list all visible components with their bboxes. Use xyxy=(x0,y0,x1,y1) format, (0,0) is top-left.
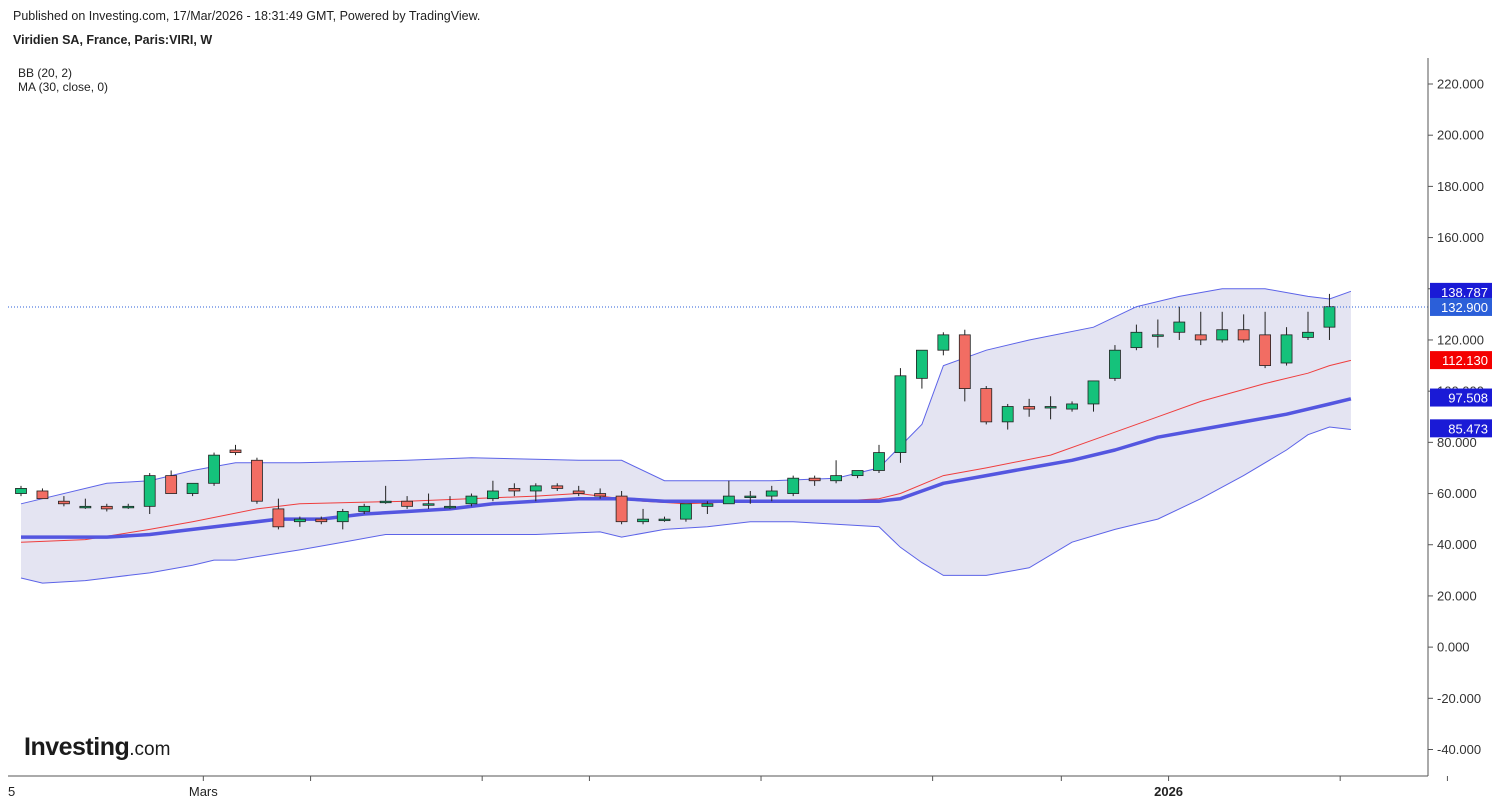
candle-body xyxy=(873,452,885,471)
logo-suffix: .com xyxy=(129,739,171,760)
candle-body xyxy=(1001,406,1014,423)
published-note: Published on Investing.com, 17/Mar/2026 … xyxy=(13,9,481,23)
candle-body xyxy=(508,488,521,492)
logo-main: Investing xyxy=(24,733,130,761)
candle-body xyxy=(680,503,692,520)
y-tick-label: -40.000 xyxy=(1437,742,1481,757)
candle-body xyxy=(143,475,156,507)
candle-body xyxy=(851,470,864,477)
candle-body xyxy=(701,503,714,507)
candle-body xyxy=(1216,329,1229,341)
price-label-box xyxy=(1430,297,1492,316)
indicator-ma-label: MA (30, close, 0) xyxy=(18,80,109,94)
price-label-text: 112.130 xyxy=(1442,353,1488,368)
candle-body xyxy=(1302,331,1314,338)
candle-body xyxy=(529,485,542,492)
candle-body xyxy=(165,475,178,494)
candle-body xyxy=(1237,329,1250,341)
y-tick-label: -20.000 xyxy=(1437,691,1481,706)
candle-body xyxy=(1087,380,1100,405)
y-tick-label: 220.000 xyxy=(1437,77,1484,92)
candle-body xyxy=(251,459,263,502)
candle-body xyxy=(379,500,392,504)
y-tick-label: 0.000 xyxy=(1437,640,1470,655)
y-tick-label: 200.000 xyxy=(1437,128,1484,143)
investing-logo: Investing.com xyxy=(24,733,170,762)
y-tick-label: 60.000 xyxy=(1437,486,1477,501)
candle-body xyxy=(336,511,349,523)
candle-body xyxy=(1066,403,1078,410)
price-label-box xyxy=(1430,419,1492,438)
price-label-text: 138.787 xyxy=(1441,285,1488,300)
candle-body xyxy=(293,518,306,523)
candle-body xyxy=(572,490,585,494)
y-tick-label: 160.000 xyxy=(1437,230,1484,245)
y-tick-label: 40.000 xyxy=(1437,537,1477,552)
candle-body xyxy=(916,349,928,379)
candle-body xyxy=(594,493,607,497)
candle-body xyxy=(787,477,800,494)
bb-band-fill xyxy=(21,288,1351,584)
candle-body xyxy=(1259,334,1271,366)
x-tick-label: 2026 xyxy=(1154,784,1183,799)
candle-body xyxy=(186,482,199,494)
candle-body xyxy=(980,388,993,423)
candle-body xyxy=(208,454,220,484)
candle-body xyxy=(100,505,113,510)
candle-body xyxy=(958,334,971,389)
x-tick-label: Mars xyxy=(189,784,218,799)
candle-body xyxy=(444,505,456,509)
y-tick-label: 180.000 xyxy=(1437,179,1484,194)
symbol-title: Viridien SA, France, Paris:VIRI, W xyxy=(13,33,213,47)
candle-body xyxy=(808,477,821,482)
candle-body xyxy=(765,490,778,497)
y-tick-label: 80.000 xyxy=(1437,435,1477,450)
candle-body xyxy=(1023,406,1036,410)
candle-body xyxy=(358,505,371,512)
candle-body xyxy=(1044,406,1057,409)
candle-body xyxy=(422,503,435,506)
candle-body xyxy=(894,375,907,453)
candle-body xyxy=(937,334,950,351)
candle-body xyxy=(36,490,49,500)
price-label-box xyxy=(1430,282,1492,301)
candle-body xyxy=(229,449,242,453)
candle-body xyxy=(1109,349,1121,379)
candle-body xyxy=(465,495,478,505)
candle-body xyxy=(15,488,27,494)
price-label-text: 97.508 xyxy=(1448,391,1488,406)
candle-body xyxy=(722,495,735,505)
y-tick-label: 120.000 xyxy=(1437,332,1484,347)
price-label-text: 85.473 xyxy=(1448,421,1488,436)
candle-body xyxy=(122,505,135,509)
price-label-box xyxy=(1430,351,1492,370)
indicator-bb-label: BB (20, 2) xyxy=(18,66,73,80)
price-label-box xyxy=(1430,388,1492,407)
candle-body xyxy=(744,495,757,498)
price-label-text: 132.900 xyxy=(1441,300,1488,315)
candle-body xyxy=(1194,334,1207,341)
bb-lower-line xyxy=(20,426,1351,584)
candle-body xyxy=(79,505,92,509)
candle-body xyxy=(637,518,649,523)
candle-body xyxy=(1151,334,1164,337)
y-tick-label: 20.000 xyxy=(1437,588,1477,603)
candle-body xyxy=(1280,334,1293,364)
candle-body xyxy=(1173,321,1186,333)
candle-body xyxy=(315,518,328,523)
candle-body xyxy=(830,475,842,482)
x-tick-label: 5 xyxy=(8,784,15,799)
candle-body xyxy=(58,500,70,505)
candle-body xyxy=(615,495,628,523)
candle-body xyxy=(551,485,564,489)
candle-body xyxy=(1130,331,1143,349)
candle-body xyxy=(486,490,499,500)
candle-body xyxy=(1323,306,1336,328)
candle-body xyxy=(658,518,671,522)
candle-body xyxy=(401,500,414,507)
candle-body xyxy=(272,508,285,528)
